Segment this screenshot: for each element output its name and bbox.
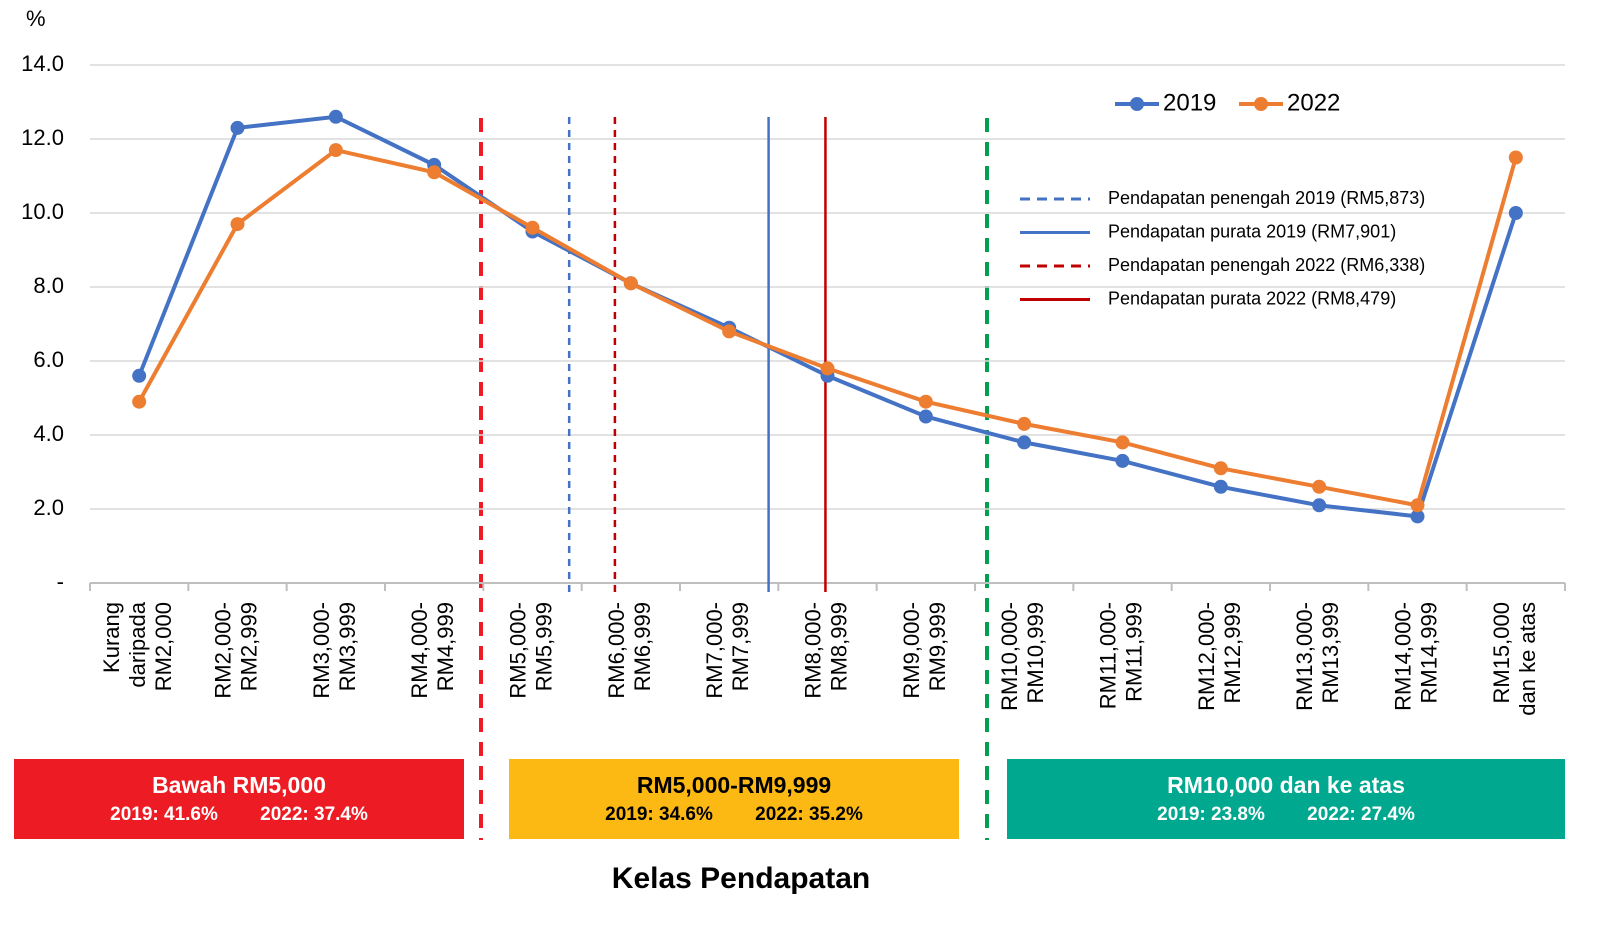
point [525, 220, 540, 235]
y-axis-label: % [26, 6, 46, 31]
point [623, 276, 638, 291]
x-tick-group: RM12,000-RM12,999 [1194, 602, 1245, 711]
x-tick-group: RM10,000-RM10,999 [997, 602, 1048, 711]
point [1410, 498, 1425, 513]
point [132, 368, 147, 383]
x-tick-label: KurangdaripadaRM2,000 [99, 601, 176, 691]
y-tick-label: 14.0 [21, 51, 64, 76]
point [1017, 416, 1032, 431]
group-stat: 2019: 23.8% [1157, 804, 1265, 825]
x-tick-label: RM6,000-RM6,999 [604, 602, 655, 699]
x-tick-group: RM5,000-RM5,999 [505, 602, 556, 699]
x-tick-group: RM13,000-RM13,999 [1292, 602, 1343, 711]
x-tick-label: RM9,000-RM9,999 [899, 602, 950, 699]
point [1508, 150, 1523, 165]
group-stat: 2022: 35.2% [755, 804, 863, 825]
x-tick-label: RM5,000-RM5,999 [505, 602, 556, 699]
point [230, 217, 245, 232]
x-tick-group: RM11,000-RM11,999 [1095, 602, 1146, 709]
x-tick-group: RM6,000-RM6,999 [604, 602, 655, 699]
group-stat: 2019: 34.6% [605, 804, 713, 825]
x-axis-label: Kelas Pendapatan [612, 862, 870, 895]
x-tick-label: RM12,000-RM12,999 [1194, 602, 1245, 711]
point [230, 120, 245, 135]
legend-ref-label: Pendapatan penengah 2019 (RM5,873) [1108, 188, 1425, 208]
x-tick-label: RM15,000dan ke atas [1489, 602, 1540, 716]
y-tick-label: - [57, 569, 64, 594]
x-tick-label: RM2,000-RM2,999 [210, 602, 261, 699]
series-line [137, 114, 1518, 519]
y-tick-label: 8.0 [33, 273, 64, 298]
x-tick-label: RM14,000-RM14,999 [1390, 602, 1441, 711]
group-box [509, 759, 959, 839]
y-tick-label: 4.0 [33, 421, 64, 446]
point [1115, 453, 1130, 468]
point [1213, 479, 1228, 494]
point [722, 324, 737, 339]
y-tick-label: 12.0 [21, 125, 64, 150]
x-tick-label: RM10,000-RM10,999 [997, 602, 1048, 711]
point [1115, 435, 1130, 450]
legend-label: 2019 [1163, 89, 1216, 116]
x-tick-group: RM7,000-RM7,999 [702, 602, 753, 699]
x-tick-group: RM2,000-RM2,999 [210, 602, 261, 699]
x-tick-group: RM8,000-RM8,999 [800, 602, 851, 699]
group-title: Bawah RM5,000 [152, 772, 326, 798]
legend-ref-label: Pendapatan penengah 2022 (RM6,338) [1108, 255, 1425, 275]
x-tick-group: RM4,000-RM4,999 [407, 602, 458, 699]
group-stat: 2019: 41.6% [110, 804, 218, 825]
y-tick-label: 6.0 [33, 347, 64, 372]
point [918, 409, 933, 424]
x-tick-label: RM8,000-RM8,999 [800, 602, 851, 699]
point [1410, 509, 1425, 524]
legend-ref-label: Pendapatan purata 2022 (RM8,479) [1108, 288, 1396, 308]
x-tick-label: RM7,000-RM7,999 [702, 602, 753, 699]
point [328, 143, 343, 158]
legend-ref-label: Pendapatan purata 2019 (RM7,901) [1108, 221, 1396, 241]
point [1213, 461, 1228, 476]
group-title: RM5,000-RM9,999 [637, 772, 831, 798]
x-tick-group: RM3,000-RM3,999 [309, 602, 360, 699]
group-stat: 2022: 37.4% [260, 804, 368, 825]
x-tick-label: RM13,000-RM13,999 [1292, 602, 1343, 711]
group-box [14, 759, 464, 839]
x-tick-label: RM4,000-RM4,999 [407, 602, 458, 699]
x-tick-label: RM11,000-RM11,999 [1095, 602, 1146, 709]
x-tick-group: RM14,000-RM14,999 [1390, 602, 1441, 711]
y-tick-label: 10.0 [21, 199, 64, 224]
legend-marker [1130, 97, 1144, 111]
point [427, 165, 442, 180]
x-tick-group: KurangdaripadaRM2,000 [99, 601, 176, 691]
legend-marker [1254, 97, 1268, 111]
group-stat: 2022: 27.4% [1307, 804, 1415, 825]
x-tick-label: RM3,000-RM3,999 [309, 602, 360, 699]
point [1017, 435, 1032, 450]
point [1312, 498, 1327, 513]
x-tick-group: RM9,000-RM9,999 [899, 602, 950, 699]
point [820, 361, 835, 376]
legend-label: 2022 [1287, 89, 1340, 116]
group-title: RM10,000 dan ke atas [1167, 772, 1405, 798]
y-tick-label: 2.0 [33, 495, 64, 520]
point [1508, 206, 1523, 220]
point [1312, 479, 1327, 494]
point [328, 109, 343, 124]
group-box [1007, 759, 1565, 839]
x-tick-group: RM15,000dan ke atas [1489, 602, 1540, 716]
point [132, 394, 147, 409]
point [918, 394, 933, 409]
